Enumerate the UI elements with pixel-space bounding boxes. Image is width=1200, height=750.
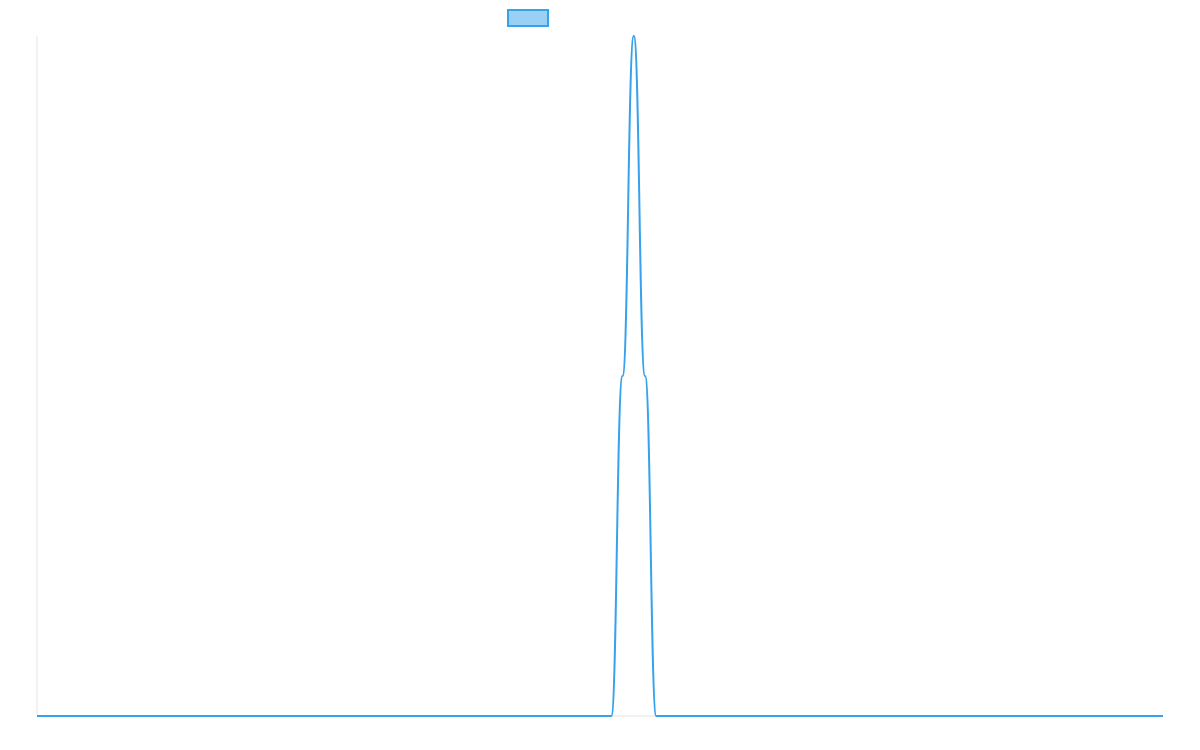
axes	[36, 36, 1163, 717]
legend-swatch[interactable]	[507, 9, 549, 27]
series-line	[37, 35, 1163, 718]
series-layer	[37, 35, 1163, 718]
legend[interactable]	[507, 9, 549, 27]
